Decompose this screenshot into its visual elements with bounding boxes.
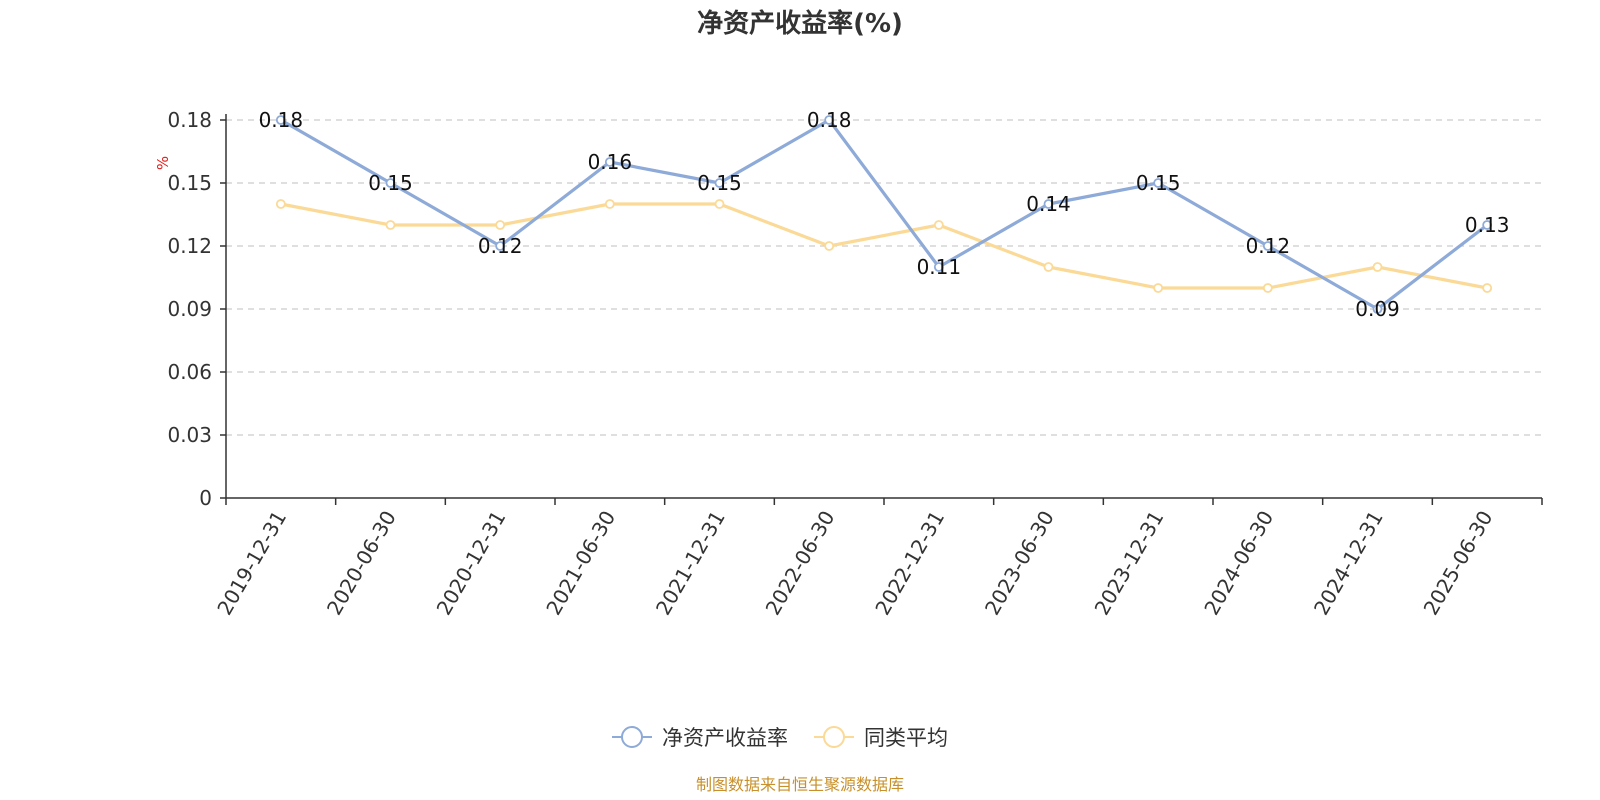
legend-item: 同类平均 [814, 726, 948, 750]
data-label: 0.09 [1355, 297, 1400, 321]
data-point [604, 199, 615, 209]
x-tick-label: 2022-12-31 [870, 506, 949, 619]
x-tick-label: 2021-06-30 [541, 507, 620, 620]
legend-label: 净资产收益率 [662, 726, 788, 750]
source-note: 制图数据来自恒生聚源数据库 [696, 775, 904, 794]
data-label: 0.12 [1246, 234, 1291, 258]
gridlines [226, 119, 1542, 436]
series-line [279, 202, 1489, 290]
x-tick-label: 2025-06-30 [1419, 507, 1498, 620]
data-point [1043, 262, 1054, 272]
x-tick-label: 2019-12-31 [212, 507, 291, 620]
data-point [933, 220, 944, 230]
data-point [1153, 178, 1164, 188]
data-label: 0.16 [588, 150, 633, 174]
data-label: 0.15 [697, 171, 742, 195]
data-point [1262, 283, 1273, 293]
x-tick-label: 2021-12-31 [651, 507, 730, 620]
y-axis-unit-label: % [154, 156, 172, 170]
x-tick-label: 2020-06-30 [322, 507, 401, 620]
x-tick-label: 2023-06-30 [980, 507, 1059, 620]
data-point [824, 115, 835, 125]
y-tick-label: 0.09 [167, 297, 212, 321]
chart-title: 净资产收益率(%) [697, 8, 903, 39]
y-tick-label: 0.12 [167, 234, 212, 258]
data-label: 0.12 [478, 234, 523, 258]
data-point [495, 220, 506, 230]
data-point [385, 220, 396, 230]
data-point [1482, 220, 1493, 230]
data-label: 0.11 [917, 255, 962, 279]
y-tick-label: 0.15 [167, 171, 212, 195]
y-tick-label: 0.18 [167, 108, 212, 132]
data-labels: 0.18 0.15 0.12 0.16 0.15 0.18 0.11 0.14 0.15 0.12… [259, 108, 1510, 321]
y-axis-ticks: 0 0.03 0.06 0.09 0.12 0.15 0.18 [167, 108, 226, 510]
data-label: 0.18 [807, 108, 852, 132]
series-line [279, 118, 1489, 311]
data-point [1043, 199, 1054, 209]
data-label: 0.15 [368, 171, 413, 195]
data-point [1482, 283, 1493, 293]
legend-marker [823, 726, 845, 748]
legend-label: 同类平均 [864, 726, 948, 750]
x-tick-label: 2022-06-30 [761, 507, 840, 620]
y-tick-label: 0 [199, 486, 212, 510]
data-point [714, 199, 725, 209]
data-label: 0.14 [1026, 192, 1071, 216]
series-group [275, 115, 1493, 314]
legend-item: 净资产收益率 [612, 726, 788, 750]
data-point [275, 199, 286, 209]
data-point [1153, 283, 1164, 293]
data-point [933, 262, 944, 272]
data-label: 0.15 [1136, 171, 1181, 195]
legend-marker [621, 726, 643, 748]
data-point [385, 178, 396, 188]
legend: 净资产收益率 同类平均 [612, 726, 948, 750]
data-point [714, 178, 725, 188]
x-tick-label: 2024-12-31 [1309, 507, 1388, 620]
y-tick-label: 0.03 [167, 423, 212, 447]
data-point [1372, 304, 1383, 314]
x-axis-ticks: 2019-12-31 2020-06-30 2020-12-31 2021-06-30… [212, 498, 1543, 620]
data-label: 0.13 [1465, 213, 1510, 237]
data-point [824, 241, 835, 251]
data-label: 0.18 [259, 108, 304, 132]
x-tick-label: 2024-06-30 [1199, 507, 1278, 620]
data-point [1262, 241, 1273, 251]
x-tick-label: 2020-12-31 [432, 506, 511, 619]
data-point [604, 157, 615, 167]
y-tick-label: 0.06 [167, 360, 212, 384]
axes [225, 114, 1542, 499]
data-point [495, 241, 506, 251]
data-point [1372, 262, 1383, 272]
data-point [275, 115, 286, 125]
x-tick-label: 2023-12-31 [1090, 507, 1169, 620]
